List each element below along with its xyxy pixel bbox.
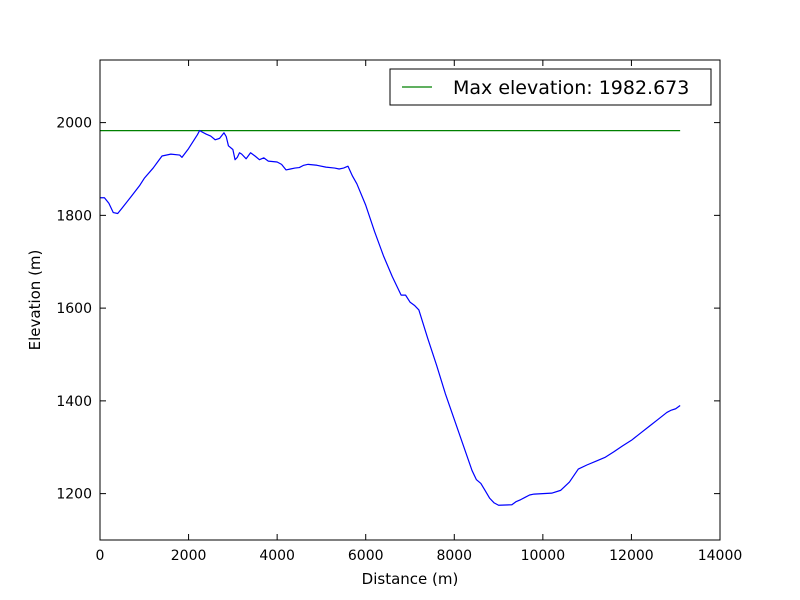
legend: Max elevation: 1982.673 bbox=[389, 68, 712, 106]
y-tick-label: 1600 bbox=[56, 301, 92, 317]
y-tick-label: 1400 bbox=[56, 394, 92, 410]
x-tick-label: 10000 bbox=[521, 548, 566, 564]
x-tick-label: 14000 bbox=[698, 548, 743, 564]
x-tick-label: 12000 bbox=[609, 548, 654, 564]
x-tick-label: 6000 bbox=[348, 548, 384, 564]
elevation-series-line bbox=[100, 129, 681, 506]
x-tick-label: 8000 bbox=[436, 548, 472, 564]
plot-area bbox=[100, 129, 681, 506]
y-tick-label: 1800 bbox=[56, 208, 92, 224]
y-tick-label: 2000 bbox=[56, 116, 92, 132]
x-tick-label: 0 bbox=[96, 548, 105, 564]
y-tick-label: 1200 bbox=[56, 487, 92, 503]
x-tick-label: 4000 bbox=[259, 548, 295, 564]
x-tick-label: 2000 bbox=[171, 548, 207, 564]
y-axis-ticks: 1200 1400 1600 1800 2000 bbox=[56, 116, 720, 503]
legend-entry-label: Max elevation: 1982.673 bbox=[453, 77, 689, 99]
x-axis-label: Distance (m) bbox=[362, 570, 459, 588]
x-axis-ticks: 0 2000 4000 6000 8000 10000 12000 14000 bbox=[96, 60, 743, 564]
legend-box bbox=[389, 68, 712, 106]
y-axis-label: Elevation (m) bbox=[26, 250, 44, 351]
axes-frame bbox=[99, 59, 721, 541]
